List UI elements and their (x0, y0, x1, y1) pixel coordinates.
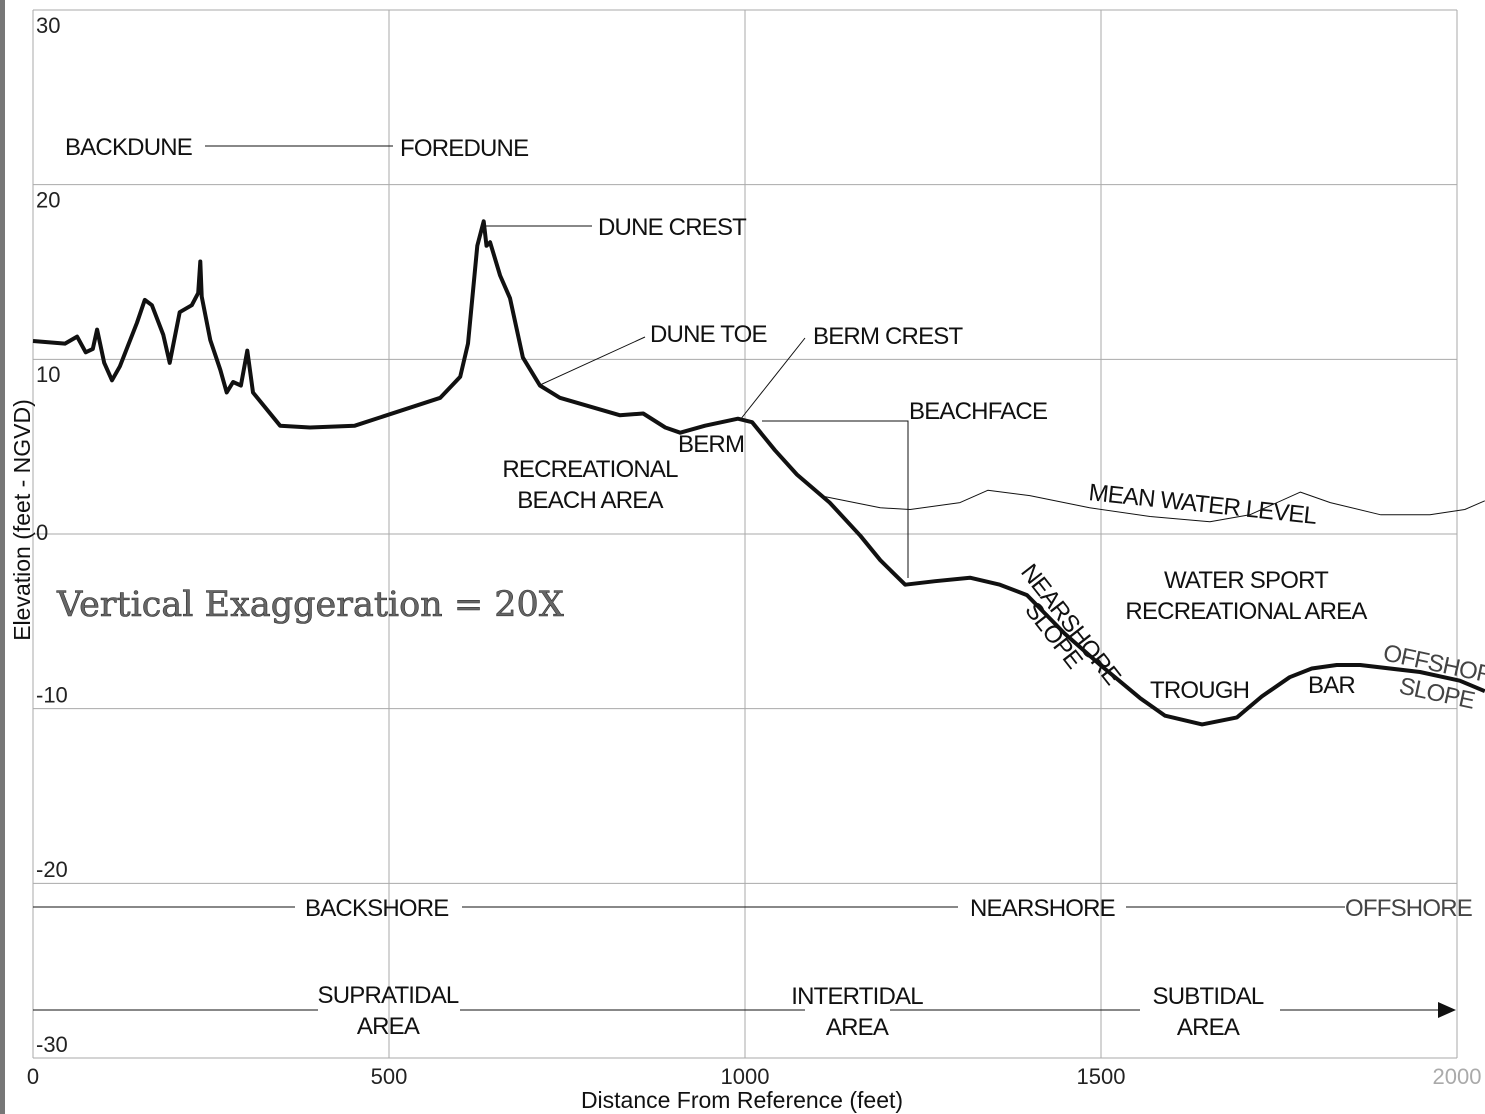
annotation: BAR (1308, 672, 1355, 699)
y-tick-label: 20 (36, 187, 60, 212)
x-tick-label: 0 (27, 1064, 39, 1089)
annotation: BEACH AREA (517, 487, 663, 514)
profile-line (32, 219, 1485, 727)
x-axis-label: Distance From Reference (feet) (581, 1087, 903, 1113)
y-tick-label: 30 (36, 13, 60, 38)
y-tick-label: -20 (36, 857, 68, 882)
x-tick-label: 1500 (1077, 1064, 1126, 1089)
x-tick-label: 500 (371, 1064, 408, 1089)
series (32, 219, 1485, 727)
grid (32, 9, 1458, 1059)
leader (762, 420, 909, 578)
y-tick-label: 0 (36, 520, 48, 545)
leader (539, 336, 646, 386)
zone-label: SUPRATIDAL (318, 982, 459, 1009)
annotation: WATER SPORT (1164, 567, 1329, 594)
left-edge (0, 0, 5, 1114)
annotation: MEAN WATER LEVEL (1087, 479, 1318, 530)
annotation: TROUGH (1150, 677, 1249, 704)
y-tick-label: 10 (36, 362, 60, 387)
annotation: BACKDUNE (65, 134, 192, 161)
x-tick-label: 2000 (1433, 1064, 1482, 1089)
exaggeration-note: Vertical Exaggeration = 20X (56, 585, 564, 625)
zone-label: AREA (357, 1013, 420, 1040)
annotations: BACKDUNE FOREDUNE DUNE CREST DUNE TOE BE… (56, 134, 1485, 1041)
y-axis-label: Elevation (feet - NGVD) (9, 399, 35, 641)
y-tick-label: -30 (36, 1032, 68, 1057)
zone-label: BACKSHORE (305, 895, 449, 922)
zone-label: OFFSHORE (1345, 895, 1472, 922)
zone-label: AREA (826, 1014, 889, 1041)
annotation: RECREATIONAL AREA (1125, 598, 1367, 625)
annotation: BERM (678, 431, 744, 458)
annotation: BEACHFACE (909, 398, 1047, 425)
y-tick-label: -10 (36, 682, 68, 707)
zone-label: SUBTIDAL (1153, 983, 1264, 1010)
annotation: DUNE TOE (650, 321, 767, 348)
x-tick-label: 1000 (721, 1064, 770, 1089)
profile-line (819, 489, 1485, 523)
annotation: RECREATIONAL (502, 456, 678, 483)
annotation: BERM CREST (813, 323, 963, 350)
leader-lines (33, 145, 1456, 1018)
zone-label: AREA (1177, 1014, 1240, 1041)
zone-label: INTERTIDAL (791, 983, 923, 1010)
arrow-head (1438, 1002, 1456, 1018)
leader (739, 337, 806, 421)
annotation: DUNE CREST (598, 214, 747, 241)
annotation: FOREDUNE (400, 135, 528, 162)
zone-label: NEARSHORE (970, 895, 1115, 922)
